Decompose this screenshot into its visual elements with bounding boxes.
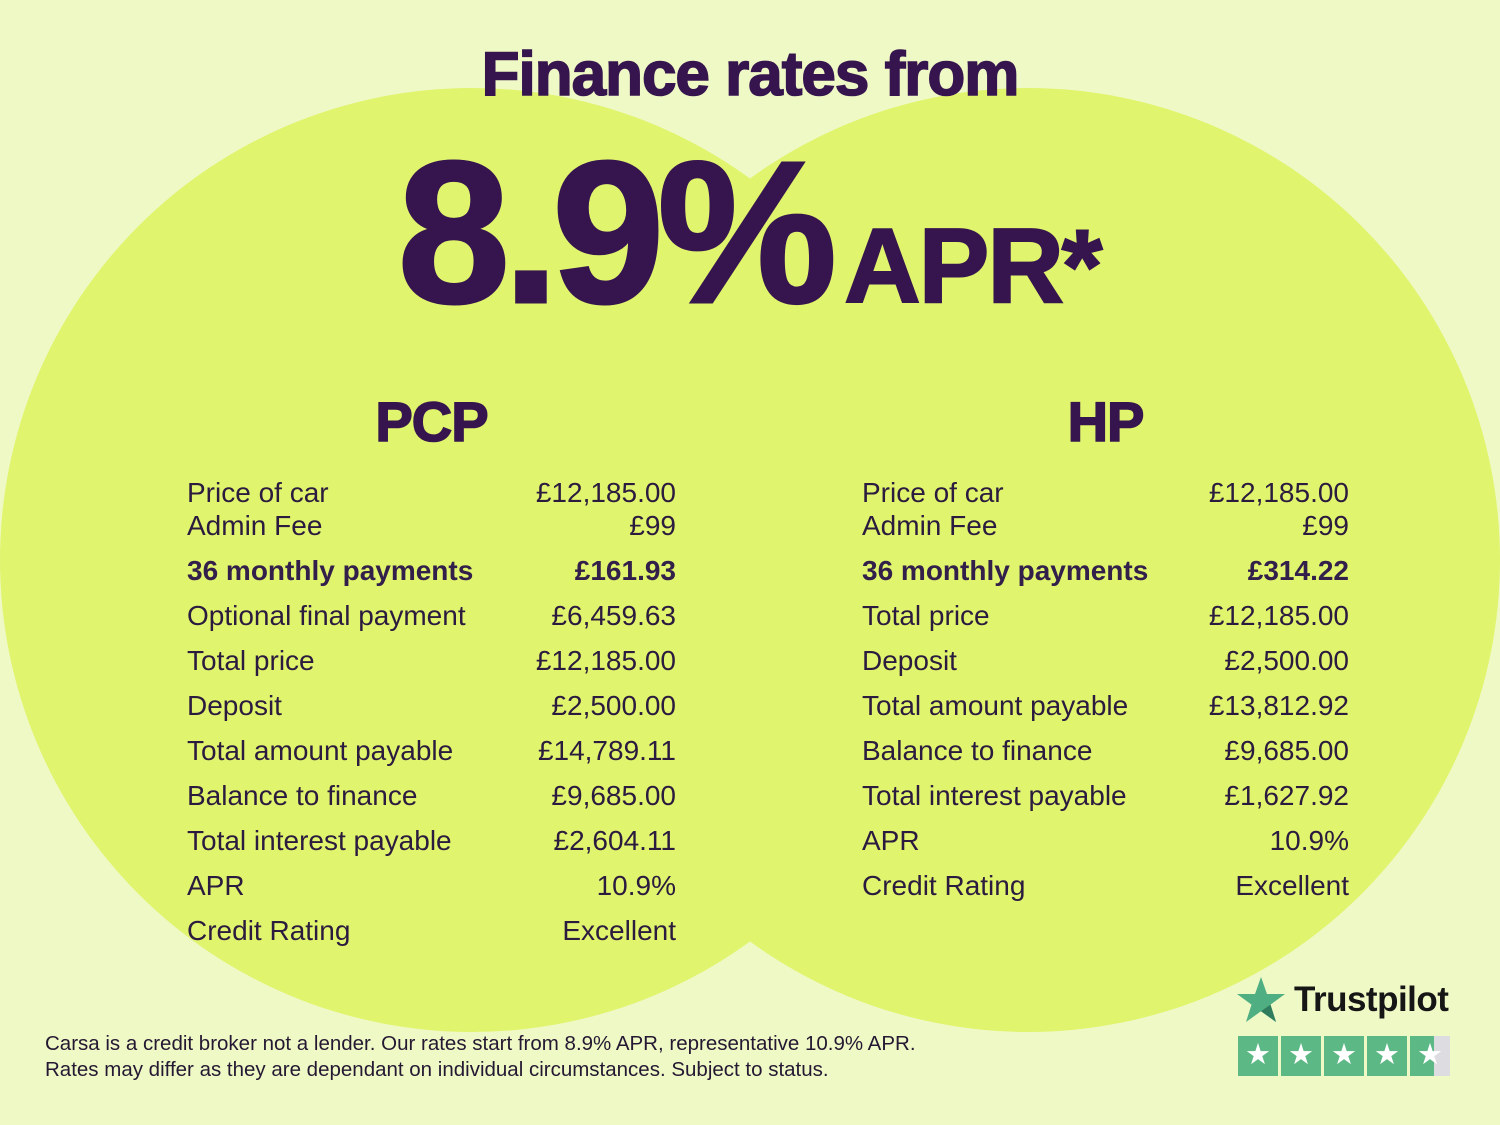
row-label: Deposit [187, 690, 282, 721]
row-label: Balance to finance [862, 735, 1093, 766]
row-label: Total amount payable [187, 735, 454, 766]
headline-rate: 8.9% APR * [0, 130, 1500, 335]
disclaimer-line: Rates may differ as they are dependant o… [45, 1058, 829, 1081]
table-row: Deposit £2,500.00 [187, 689, 676, 722]
row-value: £2,604.11 [553, 825, 677, 856]
trustpilot-rating-stars: ★ ★ ★ ★ ★ [1238, 1036, 1450, 1076]
star-icon: ★ [1245, 1038, 1271, 1071]
row-value: £9,685.00 [551, 780, 676, 811]
row-label: Balance to finance [187, 780, 418, 811]
table-row: Credit Rating Excellent [862, 869, 1349, 902]
hp-table: HP Price of car £12,185.00 Admin Fee £99 36 … [862, 390, 1349, 902]
row-value: £2,500.00 [551, 690, 676, 721]
table-row: 36 monthly payments £314.22 [862, 554, 1349, 587]
star-icon: ★ [1417, 1038, 1443, 1071]
row-label: Credit Rating [862, 870, 1026, 901]
table-row: Total price £12,185.00 [187, 644, 676, 677]
table-row: Balance to finance £9,685.00 [862, 734, 1349, 767]
row-label: Optional final payment [187, 600, 466, 631]
pcp-table: PCP Price of car £12,185.00 Admin Fee £99 36… [187, 390, 676, 947]
row-label: APR [187, 870, 245, 901]
rating-star-box: ★ [1324, 1036, 1364, 1076]
trustpilot-star-icon [1237, 977, 1285, 1022]
table-row: Total amount payable £14,789.11 [187, 734, 676, 767]
disclaimer: Carsa is a credit broker not a lender. O… [45, 1031, 916, 1083]
row-label: Admin Fee [187, 510, 323, 541]
row-value: £12,185.00 [535, 477, 676, 508]
rate-asterisk: * [1061, 209, 1104, 325]
table-row: Admin Fee £99 [862, 509, 1349, 542]
row-label: Price of car [862, 477, 1004, 508]
disclaimer-line: Carsa is a credit broker not a lender. O… [45, 1032, 916, 1055]
table-row: Total amount payable £13,812.92 [862, 689, 1349, 722]
row-label: Admin Fee [862, 510, 998, 541]
row-value: Excellent [562, 915, 676, 946]
table-row: Credit Rating Excellent [187, 914, 676, 947]
row-label: Total price [862, 600, 990, 631]
star-icon: ★ [1331, 1038, 1357, 1071]
table-row: Price of car £12,185.00 [187, 476, 676, 509]
table-row: 36 monthly payments £161.93 [187, 554, 676, 587]
table-row: Optional final payment £6,459.63 [187, 599, 676, 632]
table-row: Total interest payable £1,627.92 [862, 779, 1349, 812]
table-row: Total price £12,185.00 [862, 599, 1349, 632]
table-row: Total interest payable £2,604.11 [187, 824, 676, 857]
row-label: 36 monthly payments [187, 555, 474, 586]
row-label: Price of car [187, 477, 329, 508]
rate-unit: APR [843, 207, 1065, 325]
table-row: Deposit £2,500.00 [862, 644, 1349, 677]
pcp-table-title: PCP [375, 390, 490, 453]
background-circle-right [556, 88, 1500, 1032]
table-row: Balance to finance £9,685.00 [187, 779, 676, 812]
row-label: Total price [187, 645, 315, 676]
rating-star-box: ★ [1238, 1036, 1278, 1076]
trustpilot-widget: Trustpilot ★ ★ ★ ★ ★ [1237, 977, 1450, 1076]
row-value: £12,185.00 [535, 645, 676, 676]
rating-star-box: ★ [1410, 1036, 1450, 1076]
row-value: £14,789.11 [537, 735, 676, 766]
table-row: Price of car £12,185.00 [862, 476, 1349, 509]
row-value: £13,812.92 [1208, 690, 1349, 721]
trustpilot-logo: Trustpilot [1237, 977, 1450, 1023]
table-row: APR 10.9% [862, 824, 1349, 857]
star-icon: ★ [1374, 1038, 1400, 1071]
hp-table-rows: Price of car £12,185.00 Admin Fee £99 36 mon… [862, 476, 1349, 902]
table-row: APR 10.9% [187, 869, 676, 902]
row-label: APR [862, 825, 920, 856]
row-label: 36 monthly payments [862, 555, 1149, 586]
row-value: £12,185.00 [1208, 600, 1349, 631]
row-label: Total amount payable [862, 690, 1129, 721]
pcp-table-rows: Price of car £12,185.00 Admin Fee £99 36 mon… [187, 476, 676, 947]
hp-table-title: HP [1067, 390, 1145, 453]
row-value: £6,459.63 [551, 600, 676, 631]
star-icon: ★ [1288, 1038, 1314, 1071]
row-label: Deposit [862, 645, 957, 676]
row-value: 10.9% [1269, 825, 1349, 856]
page-title: Finance rates from [481, 40, 1020, 109]
row-value: £161.93 [574, 555, 676, 586]
table-row: Admin Fee £99 [187, 509, 676, 542]
trustpilot-wordmark: Trustpilot [1294, 980, 1449, 1019]
rate-value: 8.9% [396, 119, 838, 345]
rating-star-box: ★ [1281, 1036, 1321, 1076]
row-label: Credit Rating [187, 915, 351, 946]
row-value: £314.22 [1247, 555, 1349, 586]
row-label: Total interest payable [187, 825, 452, 856]
row-value: £2,500.00 [1224, 645, 1349, 676]
row-value: £99 [629, 510, 676, 541]
row-value: £1,627.92 [1224, 780, 1349, 811]
rating-star-box: ★ [1367, 1036, 1407, 1076]
row-label: Total interest payable [862, 780, 1127, 811]
row-value: £12,185.00 [1208, 477, 1349, 508]
row-value: 10.9% [596, 870, 676, 901]
row-value: £99 [1302, 510, 1349, 541]
row-value: Excellent [1235, 870, 1349, 901]
row-value: £9,685.00 [1224, 735, 1349, 766]
